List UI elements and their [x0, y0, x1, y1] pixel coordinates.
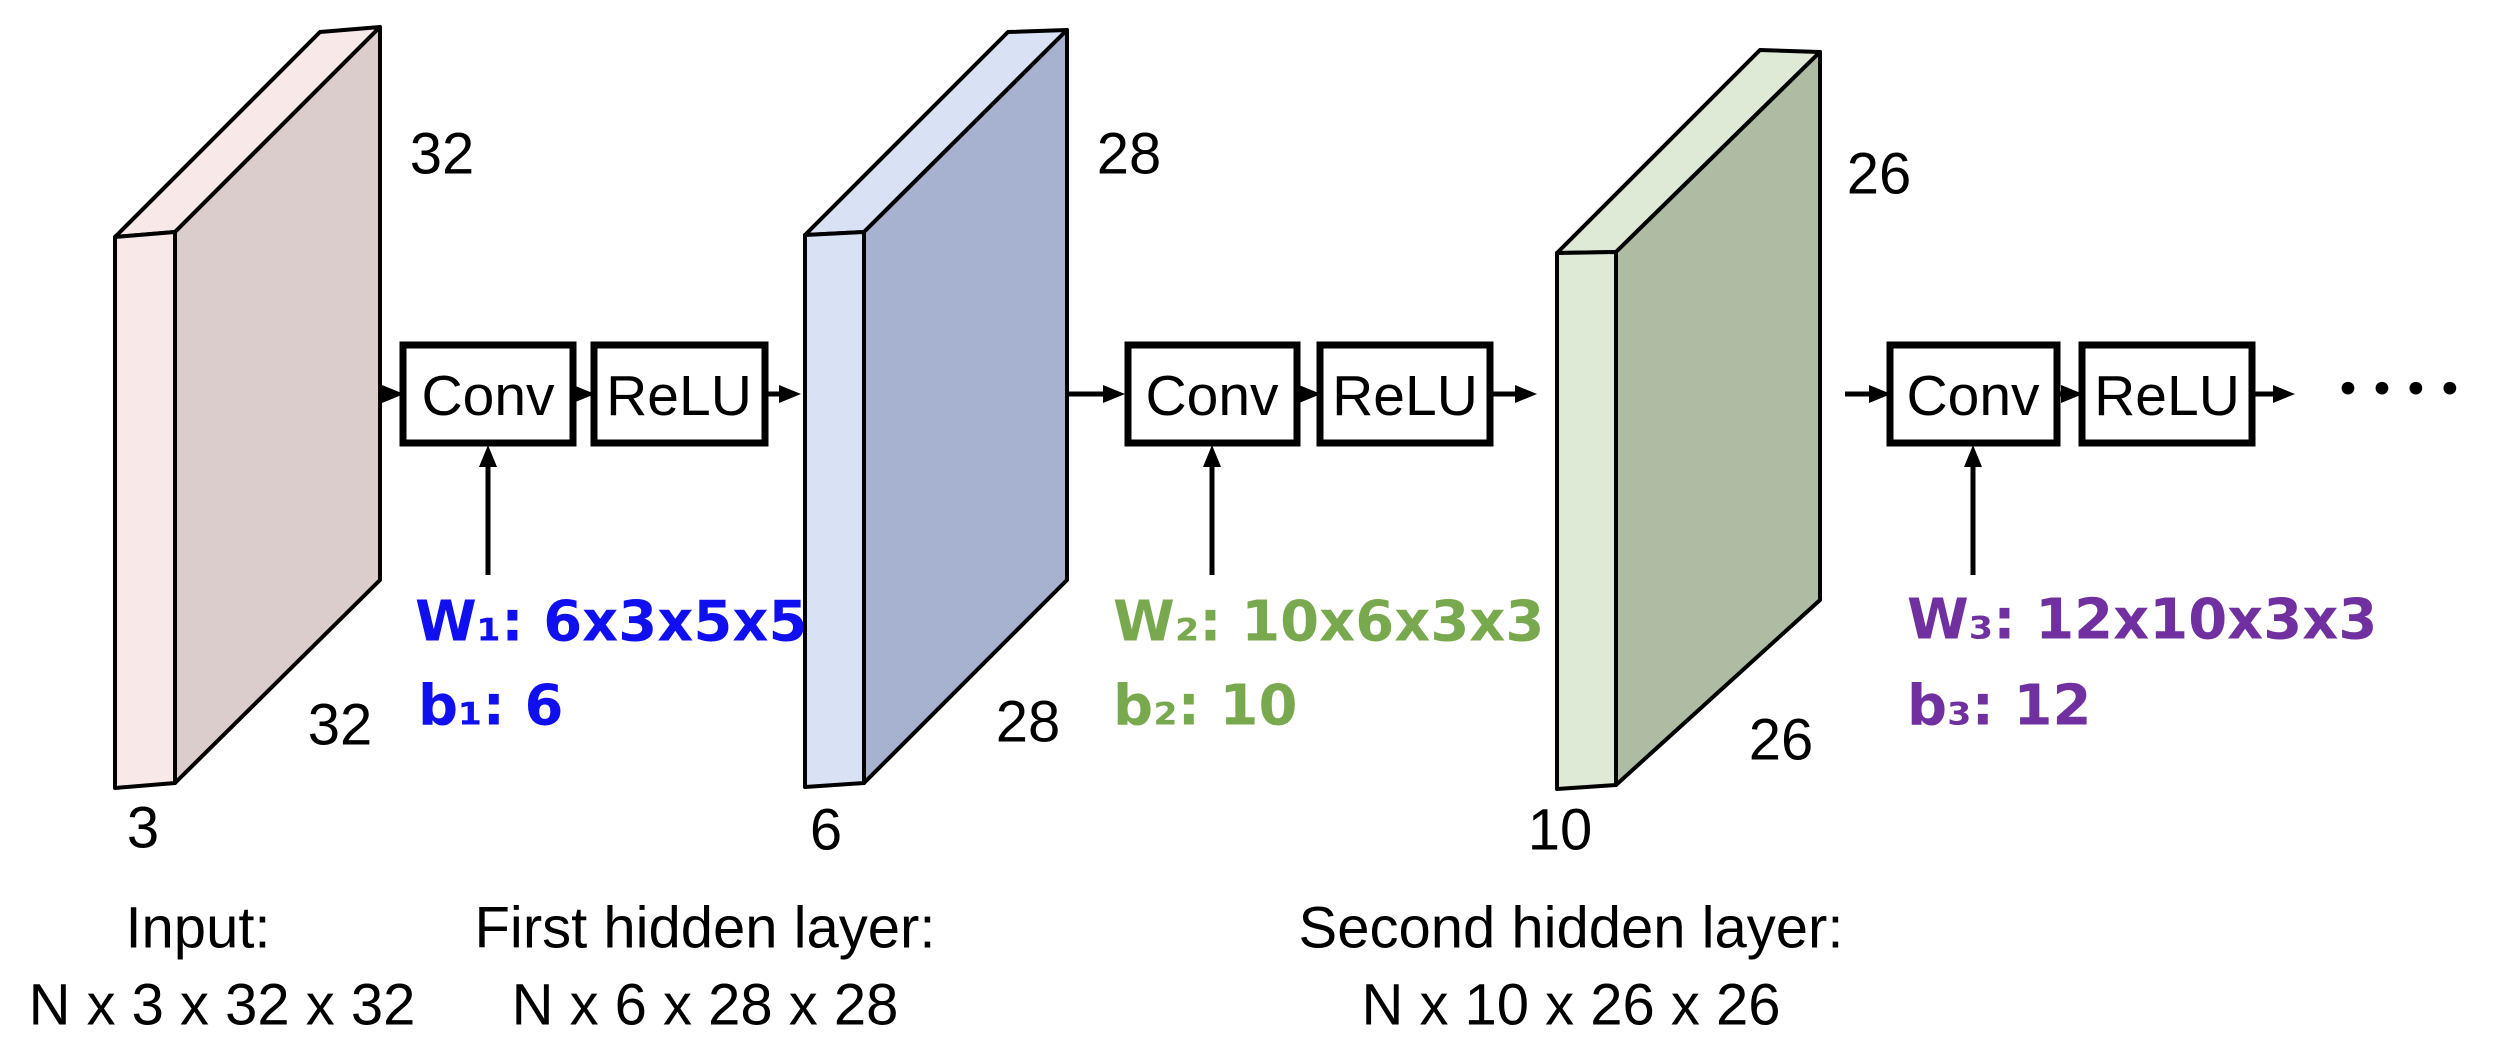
- input-volume: [113, 25, 382, 790]
- input-volume-front-face: [173, 25, 382, 785]
- arrow-relu2-to-hidden2: [1490, 385, 1537, 403]
- hidden1-volume-front-face: [862, 28, 1069, 785]
- arrow-input-to-conv1: [382, 385, 404, 403]
- hidden1-caption-dims: N x 6 x 28 x 28: [512, 973, 899, 1038]
- bias3-label: b₃: 12: [1907, 674, 2091, 739]
- hidden2-width-label: 26: [1749, 708, 1814, 773]
- input-height-label: 32: [410, 122, 475, 187]
- hidden2-volume-front-face: [1614, 50, 1822, 787]
- arrow-conv3-to-relu3: [2057, 385, 2083, 403]
- hidden2-height-label: 26: [1847, 142, 1912, 207]
- arrow-conv2-to-relu2: [1297, 385, 1321, 403]
- conv3-box: [1886, 341, 2061, 447]
- hidden2-volume: [1555, 48, 1822, 791]
- relu1-label: ReLU: [606, 364, 752, 428]
- weights1-label: W₁: 6x3x5x5: [415, 590, 807, 655]
- weights2-label: W₂: 10x6x3x3: [1113, 590, 1544, 655]
- hidden1-volume: [803, 28, 1069, 789]
- arrow-weights3-to-conv3: [1964, 445, 1982, 575]
- relu3-label: ReLU: [2094, 364, 2240, 428]
- conv2-box: [1124, 341, 1301, 447]
- bias2-label: b₂: 10: [1113, 674, 1297, 739]
- input-width-label: 32: [308, 693, 373, 758]
- hidden2-depth-label: 10: [1528, 798, 1593, 863]
- input-caption-dims: N x 3 x 32 x 32: [29, 973, 416, 1038]
- conv1-label: Conv: [421, 364, 555, 428]
- conv3-label: Conv: [1906, 364, 2040, 428]
- bias1-label: b₁: 6: [418, 674, 563, 739]
- ellipsis-icon: ••••: [2335, 365, 2471, 416]
- input-volume-left-face: [113, 230, 177, 790]
- relu2-box: [1316, 341, 1494, 447]
- arrow-relu1-to-hidden1: [765, 385, 801, 403]
- arrow-conv1-to-relu1: [573, 385, 595, 403]
- arrow-weights2-to-conv2: [1203, 445, 1221, 575]
- hidden1-width-label: 28: [996, 690, 1061, 755]
- input-caption-title: Input:: [125, 896, 270, 961]
- arrow-relu3-to-ellipsis: [2252, 385, 2295, 403]
- hidden2-caption-title: Second hidden layer:: [1299, 896, 1844, 961]
- hidden2-caption-dims: N x 10 x 26 x 26: [1361, 973, 1780, 1038]
- arrow-weights1-to-conv1: [479, 445, 497, 575]
- relu2-label: ReLU: [1332, 364, 1478, 428]
- arrow-hidden2-to-conv3: [1845, 385, 1891, 403]
- weights3-label: W₃: 12x10x3x3: [1907, 588, 2377, 653]
- hidden2-volume-left-face: [1555, 250, 1618, 791]
- hidden1-caption-title: First hidden layer:: [475, 896, 936, 961]
- hidden1-volume-left-face: [803, 230, 866, 789]
- conv2-label: Conv: [1145, 364, 1279, 428]
- hidden1-height-label: 28: [1097, 122, 1162, 187]
- arrow-hidden1-to-conv2: [1067, 385, 1125, 403]
- hidden1-depth-label: 6: [810, 798, 842, 863]
- input-depth-label: 3: [127, 796, 159, 861]
